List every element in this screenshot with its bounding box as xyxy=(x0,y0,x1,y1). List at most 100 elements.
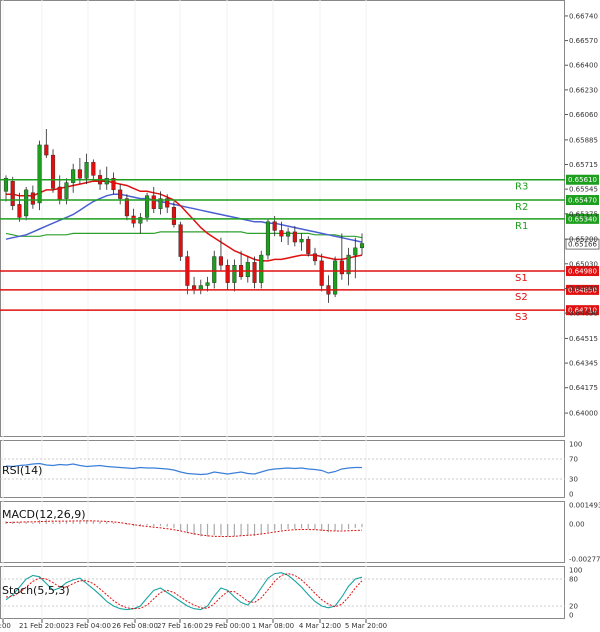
price-panel xyxy=(3,128,365,303)
candle xyxy=(17,192,22,222)
candle xyxy=(225,259,230,290)
y-tick-label: 0.66400 xyxy=(569,62,598,70)
candle xyxy=(286,227,291,245)
x-tick-label: 5 Mar 20:00 xyxy=(345,622,387,630)
stoch-panel xyxy=(0,572,565,611)
candle xyxy=(37,140,42,211)
candle xyxy=(212,250,217,289)
x-tick-label: 1 Mar 08:00 xyxy=(252,622,294,630)
macd-tick-label: -0.002775 xyxy=(569,556,600,564)
level-value: 0.64710 xyxy=(568,307,597,315)
macd-frame xyxy=(0,501,565,563)
candle xyxy=(171,201,176,228)
x-tick-label: 29 Feb 00:00 xyxy=(204,622,250,630)
level-name: S3 xyxy=(515,312,528,323)
level-name: R3 xyxy=(515,182,528,193)
candle xyxy=(218,237,223,272)
pivot-levels: R3 0.65610 R2 0.65470 R1 0.65340 S1 0.64980 S2 0.… xyxy=(0,174,600,323)
level-value: 0.65610 xyxy=(568,176,597,184)
candle xyxy=(158,191,163,215)
stoch-main-line xyxy=(5,572,363,611)
candle xyxy=(292,226,297,247)
rsi-title: RSI(14) xyxy=(2,464,42,477)
rsi-line xyxy=(5,462,362,476)
level-name: R2 xyxy=(515,202,528,213)
y-tick-label: 0.65200 xyxy=(569,236,598,244)
ma-blue-line xyxy=(5,193,363,243)
candle xyxy=(145,192,150,222)
candle xyxy=(259,250,264,289)
candle xyxy=(306,236,311,257)
level-name: S1 xyxy=(515,273,528,284)
rsi-frame xyxy=(0,440,565,498)
candle xyxy=(265,218,271,260)
stoch-tick-label: 100 xyxy=(569,567,582,575)
stoch-tick-label: 0 xyxy=(569,612,573,620)
level-value: 0.64980 xyxy=(568,268,597,276)
level-r1: R1 0.65340 xyxy=(0,213,599,232)
y-tick-label: 0.64345 xyxy=(569,360,598,368)
level-name: R1 xyxy=(515,221,528,232)
x-tick-label: 23 Feb 04:00 xyxy=(65,622,111,630)
y-tick-label: 0.66740 xyxy=(569,12,598,20)
level-name: S2 xyxy=(515,292,528,303)
rsi-tick-label: 70 xyxy=(569,456,578,464)
candle xyxy=(10,176,15,211)
candle xyxy=(312,247,318,266)
candle xyxy=(299,233,304,251)
rsi-tick-label: 30 xyxy=(569,476,578,484)
candle xyxy=(124,194,129,221)
candle xyxy=(252,256,257,289)
x-tick-label: 2:00 xyxy=(0,622,11,630)
stoch-signal-line xyxy=(5,573,363,610)
rsi-tick-label: 0 xyxy=(569,491,573,499)
y-tick-label: 0.65545 xyxy=(569,186,598,194)
current-price: 0.65166 xyxy=(568,241,597,249)
candle xyxy=(104,166,109,190)
candle xyxy=(111,172,116,195)
x-tick-label: 26 Feb 08:00 xyxy=(112,622,158,630)
y-tick-label: 0.64175 xyxy=(569,384,598,392)
macd-tick-label: 0.00 xyxy=(569,520,585,528)
candle xyxy=(178,221,183,261)
stoch-tick-label: 80 xyxy=(569,576,578,584)
y-tick-label: 0.66060 xyxy=(569,111,598,119)
x-tick-label: 4 Mar 12:00 xyxy=(299,622,341,630)
candle xyxy=(165,194,170,214)
level-s3: S3 0.64710 xyxy=(0,305,599,323)
rsi-tick-label: 100 xyxy=(569,441,582,449)
ma-green-line xyxy=(5,231,363,239)
candle xyxy=(24,186,29,221)
level-s2: S2 0.64850 xyxy=(0,284,599,303)
y-tick-label: 0.64000 xyxy=(569,410,598,418)
x-tick-label: 27 Feb 16:00 xyxy=(157,622,203,630)
candle xyxy=(205,276,210,292)
candle xyxy=(346,247,351,286)
macd-signal-line xyxy=(5,520,363,537)
candle xyxy=(91,159,96,180)
x-tick-label: 21 Feb 20:00 xyxy=(19,622,65,630)
y-tick-label: 0.64515 xyxy=(569,335,598,343)
candle xyxy=(50,149,56,193)
level-value: 0.64850 xyxy=(568,286,597,294)
candle xyxy=(359,233,365,256)
macd-panel xyxy=(5,519,363,537)
macd-title: MACD(12,26,9) xyxy=(2,508,86,521)
candle xyxy=(44,128,49,158)
y-tick-label: 0.66570 xyxy=(569,37,598,45)
candle xyxy=(138,213,143,234)
candle xyxy=(245,256,250,283)
level-r3: R3 0.65610 xyxy=(0,174,599,193)
candle xyxy=(118,184,123,205)
macd-tick-label: 0.001493 xyxy=(569,502,600,510)
candle xyxy=(71,163,76,193)
rsi-panel xyxy=(0,458,565,480)
candle xyxy=(30,185,35,209)
candle xyxy=(339,233,344,280)
y-tick-label: 0.65030 xyxy=(569,260,598,268)
candle xyxy=(232,259,237,292)
level-value: 0.65340 xyxy=(568,215,597,223)
candle xyxy=(333,256,338,298)
candle xyxy=(319,253,324,292)
